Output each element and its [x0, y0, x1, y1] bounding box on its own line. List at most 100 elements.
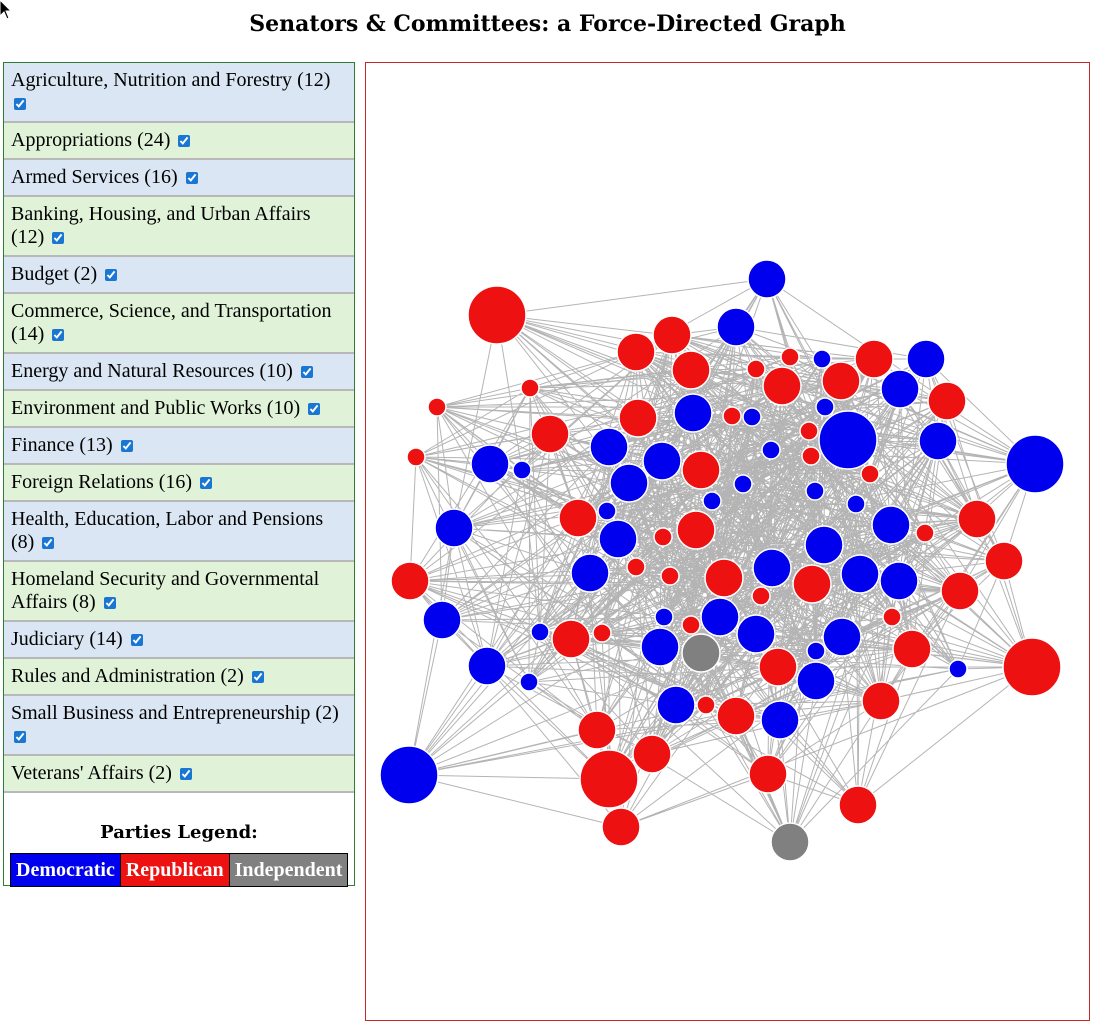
- senator-node[interactable]: [681, 615, 701, 635]
- senator-node[interactable]: [592, 623, 612, 643]
- senator-node[interactable]: [653, 527, 673, 547]
- senator-node[interactable]: [752, 548, 792, 588]
- senator-node[interactable]: [654, 607, 674, 627]
- senator-node[interactable]: [379, 745, 439, 805]
- committee-checkbox[interactable]: [185, 172, 198, 184]
- senator-node[interactable]: [598, 519, 638, 559]
- senator-node[interactable]: [871, 505, 911, 545]
- senator-node[interactable]: [815, 397, 835, 417]
- senator-node[interactable]: [520, 378, 540, 398]
- senator-node[interactable]: [558, 498, 598, 538]
- senator-node[interactable]: [804, 525, 844, 565]
- senator-node[interactable]: [957, 499, 997, 539]
- senator-node[interactable]: [652, 315, 692, 355]
- senator-node[interactable]: [579, 749, 639, 809]
- senator-node[interactable]: [799, 421, 819, 441]
- senator-node[interactable]: [892, 629, 932, 669]
- senator-node[interactable]: [589, 427, 629, 467]
- senator-node[interactable]: [838, 785, 878, 825]
- senator-node[interactable]: [570, 553, 610, 593]
- senator-node[interactable]: [519, 672, 539, 692]
- senator-node[interactable]: [642, 441, 682, 481]
- senator-node[interactable]: [467, 646, 507, 686]
- senator-node[interactable]: [577, 710, 617, 750]
- senator-node[interactable]: [470, 444, 510, 484]
- committee-checkbox[interactable]: [200, 477, 213, 489]
- senator-node[interactable]: [818, 410, 878, 470]
- senator-node[interactable]: [927, 381, 967, 421]
- senator-node[interactable]: [609, 463, 649, 503]
- senator-node[interactable]: [915, 523, 935, 543]
- senator-node[interactable]: [427, 397, 447, 417]
- senator-node[interactable]: [530, 622, 550, 642]
- senator-node[interactable]: [616, 332, 656, 372]
- senator-node[interactable]: [758, 647, 798, 687]
- senator-node[interactable]: [597, 501, 617, 521]
- senator-node[interactable]: [1002, 637, 1062, 697]
- senator-node[interactable]: [880, 369, 920, 409]
- senator-node[interactable]: [733, 474, 753, 494]
- senator-node[interactable]: [512, 460, 532, 480]
- senator-node[interactable]: [770, 822, 810, 862]
- senator-node[interactable]: [746, 359, 766, 379]
- senator-node[interactable]: [660, 566, 680, 586]
- senator-node[interactable]: [860, 464, 880, 484]
- senator-node[interactable]: [761, 440, 781, 460]
- senator-node[interactable]: [760, 700, 800, 740]
- senator-node[interactable]: [940, 571, 980, 611]
- senator-node[interactable]: [681, 633, 721, 673]
- senator-node[interactable]: [422, 600, 462, 640]
- senator-node[interactable]: [676, 510, 716, 550]
- senator-node[interactable]: [762, 366, 802, 406]
- senator-node[interactable]: [854, 339, 894, 379]
- senator-node[interactable]: [984, 541, 1024, 581]
- senator-node[interactable]: [702, 491, 722, 511]
- senator-node[interactable]: [840, 554, 880, 594]
- force-directed-graph[interactable]: [366, 63, 1089, 1020]
- senator-node[interactable]: [406, 447, 426, 467]
- senator-node[interactable]: [530, 414, 570, 454]
- senator-node[interactable]: [704, 558, 744, 598]
- committee-checkbox[interactable]: [251, 671, 264, 683]
- senator-node[interactable]: [390, 561, 430, 601]
- senator-node[interactable]: [716, 696, 756, 736]
- senator-node[interactable]: [801, 446, 821, 466]
- senator-node[interactable]: [846, 494, 866, 514]
- senator-node[interactable]: [806, 641, 826, 661]
- committee-checkbox[interactable]: [120, 440, 133, 452]
- senator-node[interactable]: [700, 597, 740, 637]
- committee-checkbox[interactable]: [52, 232, 65, 244]
- senator-node[interactable]: [742, 407, 762, 427]
- senator-node[interactable]: [434, 508, 474, 548]
- committee-checkbox[interactable]: [308, 403, 321, 415]
- senator-node[interactable]: [716, 307, 756, 347]
- senator-node[interactable]: [626, 557, 646, 577]
- senator-node[interactable]: [1005, 434, 1065, 494]
- senator-node[interactable]: [821, 361, 861, 401]
- senator-node[interactable]: [906, 339, 946, 379]
- senator-node[interactable]: [656, 685, 696, 725]
- senator-node[interactable]: [722, 406, 742, 426]
- senator-node[interactable]: [671, 350, 711, 390]
- committee-checkbox[interactable]: [103, 597, 116, 609]
- senator-node[interactable]: [640, 627, 680, 667]
- senator-node[interactable]: [918, 421, 958, 461]
- senator-node[interactable]: [747, 259, 787, 299]
- senator-node[interactable]: [861, 681, 901, 721]
- committee-checkbox[interactable]: [52, 329, 65, 341]
- committee-checkbox[interactable]: [179, 768, 192, 780]
- senator-node[interactable]: [822, 617, 862, 657]
- senator-node[interactable]: [736, 614, 776, 654]
- senator-node[interactable]: [812, 349, 832, 369]
- committee-checkbox[interactable]: [178, 135, 191, 147]
- senator-node[interactable]: [681, 450, 721, 490]
- graph-container[interactable]: [365, 62, 1090, 1021]
- senator-node[interactable]: [882, 607, 902, 627]
- senator-node[interactable]: [792, 564, 832, 604]
- committee-checkbox[interactable]: [42, 537, 55, 549]
- committee-checkbox[interactable]: [105, 269, 118, 281]
- senator-node[interactable]: [632, 734, 672, 774]
- senator-node[interactable]: [879, 561, 919, 601]
- senator-node[interactable]: [618, 398, 658, 438]
- senator-node[interactable]: [805, 481, 825, 501]
